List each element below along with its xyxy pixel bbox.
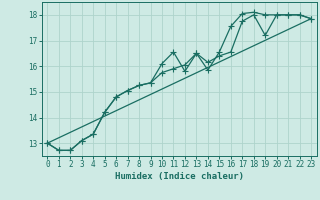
X-axis label: Humidex (Indice chaleur): Humidex (Indice chaleur): [115, 172, 244, 181]
